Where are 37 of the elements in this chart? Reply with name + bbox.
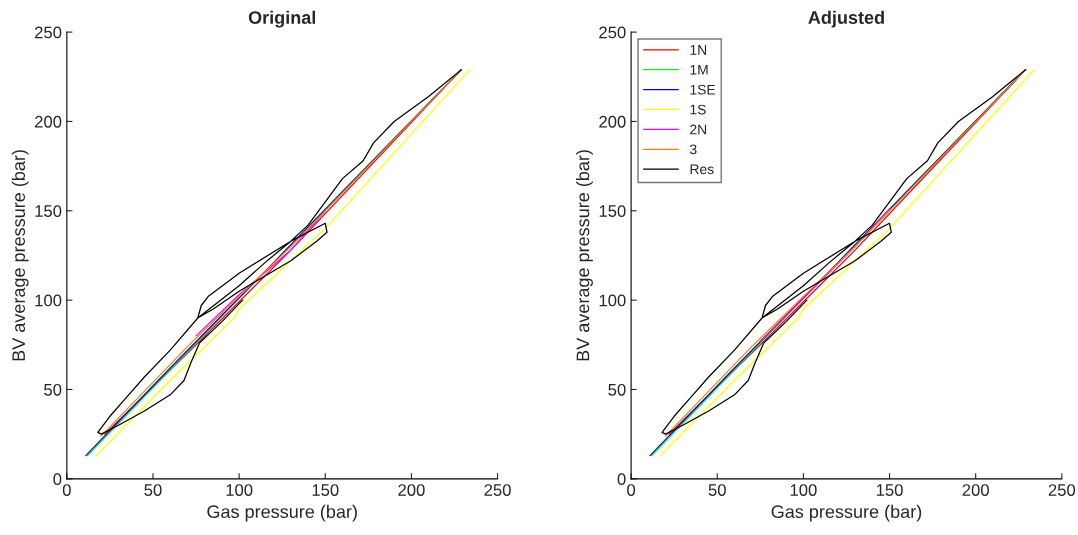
y-tick-label: 150 <box>599 205 626 217</box>
y-tick-label: 250 <box>599 26 626 39</box>
y-tick-label: 0 <box>53 473 62 486</box>
chart-title: Adjusted <box>808 10 884 28</box>
x-axis-title: Gas pressure (bar) <box>207 504 357 522</box>
legend-label: Res <box>690 164 714 175</box>
x-tick-label: 50 <box>144 484 162 496</box>
y-tick-label: 50 <box>44 383 62 396</box>
x-tick-label: 150 <box>876 484 903 496</box>
legend-label: 1M <box>690 65 708 75</box>
y-axis-title: BV average pressure (bar) <box>11 150 29 361</box>
x-tick-label: 0 <box>627 484 636 496</box>
y-tick-label: 0 <box>617 473 626 486</box>
y-tick-label: 100 <box>599 294 626 307</box>
y-tick-label: 50 <box>608 383 626 396</box>
x-tick-label: 200 <box>962 484 989 496</box>
x-tick-label: 100 <box>790 484 817 496</box>
y-tick-label: 250 <box>35 26 62 39</box>
x-tick-label: 250 <box>1048 484 1076 496</box>
legend-label: 1SE <box>690 84 716 95</box>
y-tick-label: 200 <box>599 115 626 128</box>
chart-title: Original <box>248 10 316 28</box>
x-tick-label: 50 <box>708 484 726 496</box>
legend-label: 2N <box>690 124 707 135</box>
y-axis-title: BV average pressure (bar) <box>576 150 593 361</box>
x-tick-label: 100 <box>226 484 253 496</box>
x-tick-label: 150 <box>312 484 339 496</box>
legend-label: 1N <box>690 45 707 55</box>
x-tick-label: 250 <box>484 484 511 496</box>
y-tick-label: 150 <box>35 205 62 217</box>
legend-label: 1S <box>690 104 706 115</box>
x-tick-label: 0 <box>62 484 71 496</box>
legend-label: 3 <box>689 144 697 155</box>
y-tick-label: 100 <box>35 294 62 307</box>
y-tick-label: 200 <box>35 115 62 128</box>
x-axis-title: Gas pressure (bar) <box>771 504 922 522</box>
x-tick-label: 200 <box>398 484 425 496</box>
